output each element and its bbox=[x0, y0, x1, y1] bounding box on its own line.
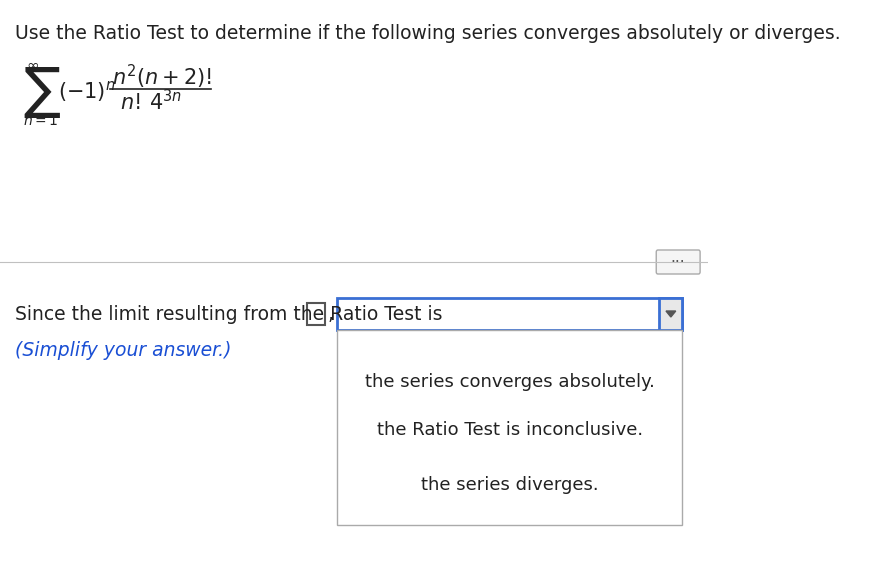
Text: (Simplify your answer.): (Simplify your answer.) bbox=[15, 340, 231, 360]
Text: the series converges absolutely.: the series converges absolutely. bbox=[364, 373, 655, 391]
FancyBboxPatch shape bbox=[657, 250, 700, 274]
Text: ···: ··· bbox=[671, 254, 685, 269]
Polygon shape bbox=[666, 311, 676, 317]
Text: $(-1)^{n}$: $(-1)^{n}$ bbox=[58, 80, 116, 105]
Text: the Ratio Test is inconclusive.: the Ratio Test is inconclusive. bbox=[377, 421, 643, 439]
Text: $\infty$: $\infty$ bbox=[26, 57, 39, 72]
Text: $n^{2}(n+2)!$: $n^{2}(n+2)!$ bbox=[112, 63, 212, 91]
Text: $n!\,4^{3n}$: $n!\,4^{3n}$ bbox=[120, 90, 182, 115]
Text: Since the limit resulting from the Ratio Test is: Since the limit resulting from the Ratio… bbox=[15, 304, 442, 324]
Text: Use the Ratio Test to determine if the following series converges absolutely or : Use the Ratio Test to determine if the f… bbox=[15, 24, 841, 43]
Text: $\sum$: $\sum$ bbox=[23, 65, 61, 119]
Bar bbox=[659, 298, 682, 330]
Text: $n=1$: $n=1$ bbox=[23, 114, 58, 128]
Text: the series diverges.: the series diverges. bbox=[421, 476, 598, 494]
Bar bbox=[307, 303, 325, 325]
Bar bbox=[337, 298, 682, 330]
Text: ,: , bbox=[327, 304, 333, 324]
Bar bbox=[337, 330, 682, 525]
